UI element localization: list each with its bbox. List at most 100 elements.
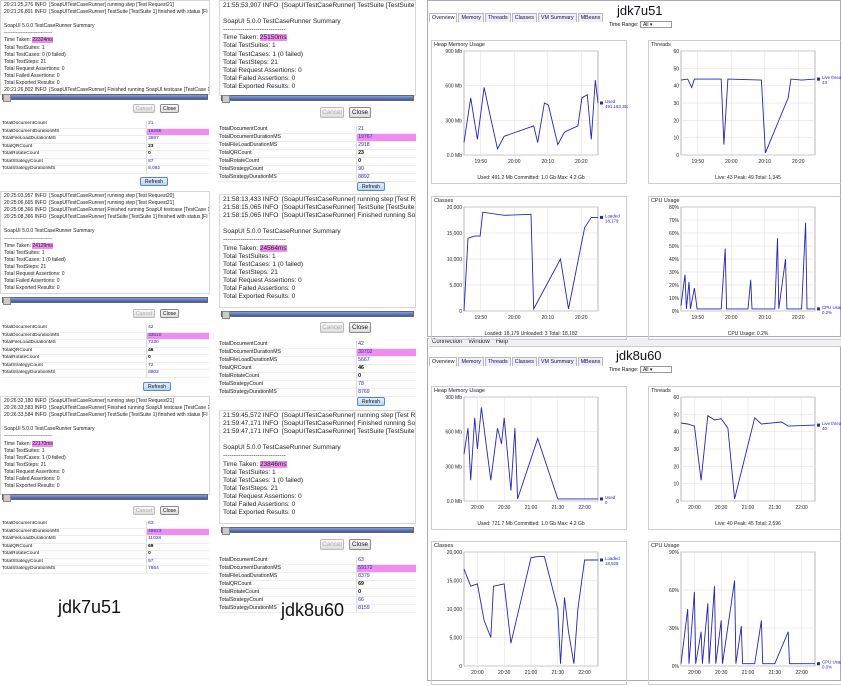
x-tick-label: 20:30 xyxy=(715,505,728,511)
time-range-select[interactable]: All ▾ xyxy=(639,21,672,28)
table-row[interactable]: TotalDocumentCount 42 xyxy=(218,341,416,349)
horizontal-scrollbar[interactable] xyxy=(221,527,414,535)
table-row[interactable]: TotalQRCount 46 xyxy=(1,347,209,355)
table-row[interactable]: TotalStrategyDurationMS 8769 xyxy=(218,388,416,397)
table-row[interactable]: TotalStrategyCount 78 xyxy=(218,380,416,389)
y-tick-label: 40 xyxy=(673,430,679,436)
cancel-button[interactable]: Cancel xyxy=(320,322,344,333)
table-row[interactable]: TotalDocumentCount 21 xyxy=(1,121,209,129)
legend-label: 18,929 xyxy=(605,561,619,566)
tab-classes[interactable]: Classes xyxy=(511,357,537,366)
refresh-button[interactable]: Refresh xyxy=(143,382,171,391)
table-row[interactable]: TotalFileLoadDurationMS 2918 xyxy=(218,141,416,150)
tab-overview[interactable]: Overview xyxy=(429,13,458,22)
table-row[interactable]: TotalRotateCount 0 xyxy=(1,150,209,159)
close-button[interactable]: Close xyxy=(349,322,371,333)
menu-help[interactable]: Help xyxy=(495,339,509,345)
table-row[interactable]: TotalRotateCount 0 xyxy=(1,550,209,559)
table-row[interactable]: TotalStrategyDurationMS 8802 xyxy=(1,369,209,378)
table-row[interactable]: TotalQRCount 23 xyxy=(1,143,209,151)
table-row[interactable]: TotalRotateCount 0 xyxy=(218,588,416,597)
table-row[interactable]: TotalDocumentDurationMS 39702 xyxy=(218,348,416,357)
tab-mbeans[interactable]: MBeans xyxy=(577,357,604,366)
legend-marker xyxy=(600,215,603,219)
y-tick-label: 600 Mb xyxy=(445,84,462,90)
cancel-button[interactable]: Cancel xyxy=(133,309,155,318)
tab-threads[interactable]: Threads xyxy=(484,357,511,366)
table-row[interactable]: TotalQRCount 23 xyxy=(218,149,416,158)
horizontal-scrollbar[interactable] xyxy=(2,94,208,102)
tab-classes[interactable]: Classes xyxy=(511,13,537,22)
table-row[interactable]: TotalQRCount 69 xyxy=(1,543,209,551)
table-row[interactable]: TotalRotateCount 0 xyxy=(218,157,416,166)
tab-mbeans[interactable]: MBeans xyxy=(577,13,604,22)
table-row[interactable]: TotalDocumentCount 21 xyxy=(218,126,416,134)
table-row[interactable]: TotalDocumentCount 42 xyxy=(1,325,209,333)
table-row[interactable]: TotalFileLoadDurationMS 7230 xyxy=(1,339,209,348)
close-button[interactable]: Close xyxy=(349,107,371,118)
horizontal-scrollbar[interactable] xyxy=(221,311,414,319)
tab-overview[interactable]: Overview xyxy=(429,357,458,366)
table-row[interactable]: TotalFileLoadDurationMS 11028 xyxy=(1,535,209,544)
y-tick-label: 15,000 xyxy=(447,579,463,585)
stat-name: TotalFileLoadDurationMS xyxy=(1,535,147,544)
graph-title: Heap Memory Usage xyxy=(434,388,485,394)
close-button[interactable]: Close xyxy=(160,309,179,318)
menu-window[interactable]: Window xyxy=(468,339,490,345)
horizontal-scrollbar[interactable] xyxy=(221,95,414,103)
table-row[interactable]: TotalStrategyDurationMS 8159 xyxy=(218,604,416,613)
y-tick-label: 10,000 xyxy=(447,607,463,613)
table-row[interactable]: TotalStrategyCount 57 xyxy=(1,558,209,566)
table-row[interactable]: TotalStrategyCount 90 xyxy=(218,165,416,174)
close-button[interactable]: Close xyxy=(160,104,179,113)
threads-graph: Threads 60 50 40 30 20 10 0 20:00 20:30 21:00 21:30… xyxy=(648,386,841,530)
tab-vm-summary[interactable]: VM Summary xyxy=(537,13,577,22)
table-row[interactable]: TotalFileLoadDurationMS 8379 xyxy=(218,572,416,581)
log-line: Total TestSuites: 1 xyxy=(4,447,45,454)
refresh-button[interactable]: Refresh xyxy=(357,397,385,406)
table-row[interactable]: TotalRotateCount 0 xyxy=(1,354,209,363)
table-row[interactable]: TotalStrategyCount 87 xyxy=(1,158,209,166)
cancel-button[interactable]: Cancel xyxy=(320,107,344,118)
stat-name: TotalStrategyCount xyxy=(1,558,147,566)
table-row[interactable]: TotalFileLoadDurationMS 5667 xyxy=(218,356,416,365)
log-line: Total TestSuites: 1 xyxy=(223,468,276,476)
cancel-button[interactable]: Cancel xyxy=(133,104,155,113)
table-row[interactable]: TotalDocumentCount 63 xyxy=(218,557,416,565)
table-row[interactable]: TotalRotateCount 0 xyxy=(218,372,416,381)
tab-memory[interactable]: Memory xyxy=(458,13,484,22)
refresh-button[interactable]: Refresh xyxy=(140,177,168,186)
table-row[interactable]: TotalQRCount 46 xyxy=(218,364,416,373)
cancel-button[interactable]: Cancel xyxy=(133,506,155,515)
tab-memory[interactable]: Memory xyxy=(458,357,484,366)
close-button[interactable]: Close xyxy=(160,506,179,515)
tab-threads[interactable]: Threads xyxy=(484,13,511,22)
time-range-select[interactable]: All ▾ xyxy=(639,366,672,373)
close-button[interactable]: Close xyxy=(349,539,371,550)
table-row[interactable]: TotalDocumentDurationMS 33510 xyxy=(1,332,209,340)
y-tick-label: 600 Mb xyxy=(445,430,462,436)
stat-value: 8802 xyxy=(146,369,209,378)
table-row[interactable]: TotalStrategyCount 66 xyxy=(218,596,416,605)
horizontal-scrollbar[interactable] xyxy=(2,297,208,305)
table-row[interactable]: TotalDocumentDurationMS 19767 xyxy=(218,133,416,142)
table-row[interactable]: TotalStrategyDurationMS 8892 xyxy=(218,173,416,182)
stat-value: 11028 xyxy=(146,535,209,544)
table-row[interactable]: TotalDocumentDurationMS 49923 xyxy=(1,528,209,536)
table-row[interactable]: TotalFileLoadDurationMS 3697 xyxy=(1,135,209,144)
tab-vm-summary[interactable]: VM Summary xyxy=(537,357,577,366)
table-row[interactable]: TotalDocumentDurationMS 59172 xyxy=(218,564,416,573)
horizontal-scrollbar[interactable] xyxy=(2,494,208,502)
refresh-button[interactable]: Refresh xyxy=(357,182,385,191)
table-row[interactable]: TotalDocumentCount 63 xyxy=(1,521,209,529)
table-row[interactable]: TotalDocumentDurationMS 16286 xyxy=(1,128,209,136)
y-tick-label: 30% xyxy=(669,270,680,276)
y-tick-label: 20% xyxy=(669,283,680,289)
table-row[interactable]: TotalStrategyDurationMS 7864 xyxy=(1,565,209,574)
table-row[interactable]: TotalStrategyDurationMS 8,092 xyxy=(1,165,209,174)
table-row[interactable]: TotalStrategyCount 72 xyxy=(1,362,209,370)
table-row[interactable]: TotalQRCount 69 xyxy=(218,580,416,589)
cancel-button[interactable]: Cancel xyxy=(320,539,344,550)
menu-connection[interactable]: Connection xyxy=(432,339,463,345)
log-line xyxy=(4,16,206,23)
